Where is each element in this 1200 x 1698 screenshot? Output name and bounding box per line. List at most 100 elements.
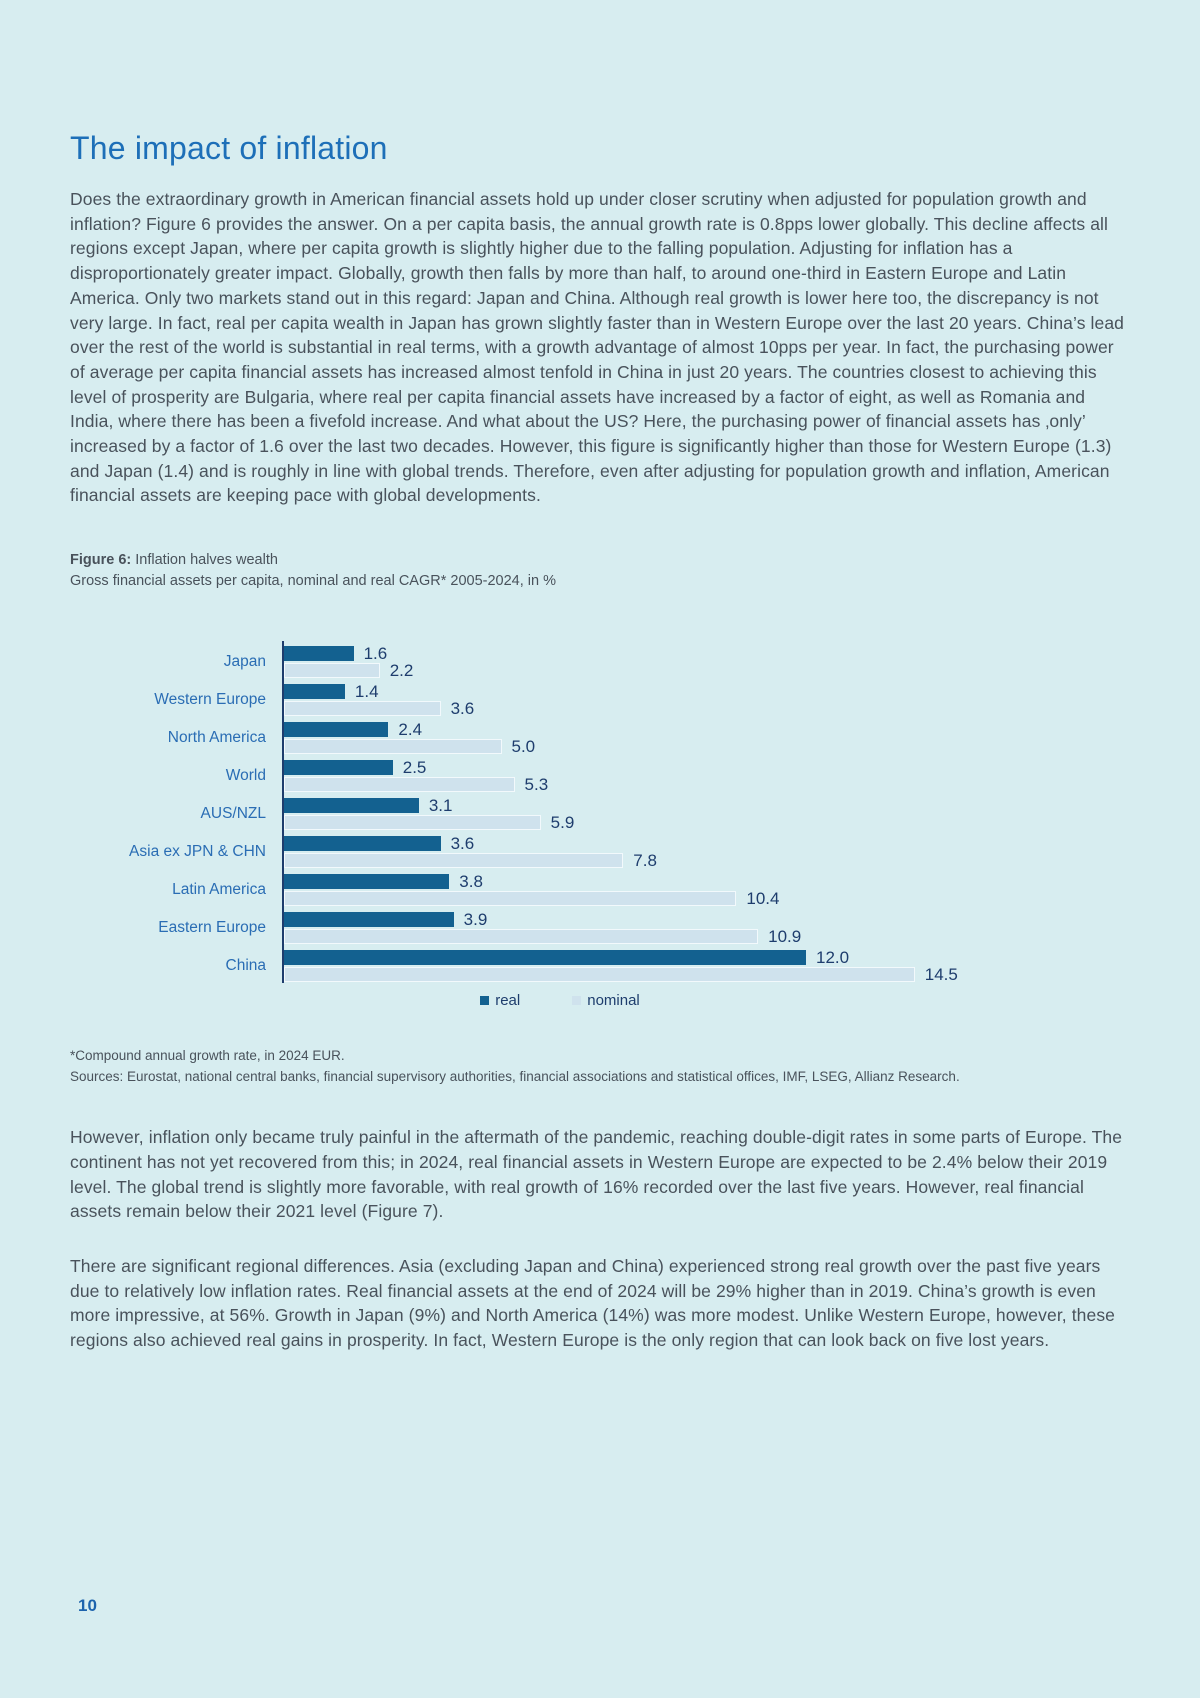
bar-value-label-nominal: 14.5: [924, 964, 958, 984]
page-number: 10: [78, 1596, 97, 1615]
bar-real: [284, 912, 454, 928]
bar-value-label-real: 1.4: [354, 681, 379, 701]
figure-number-label: Figure 6:: [70, 552, 132, 569]
legend-swatch-icon: [572, 996, 582, 1006]
category-bars: 2.5 5.3: [284, 757, 1130, 794]
bar-nominal: [284, 739, 502, 755]
bar-real: [284, 684, 345, 700]
bar-value-label-nominal: 5.0: [511, 736, 536, 756]
bar-line-real: 3.8: [284, 871, 1130, 891]
category-bars: 2.4 5.0: [284, 719, 1130, 756]
bar-line-nominal: 14.5: [284, 964, 1130, 984]
category-label: Western Europe: [154, 691, 266, 709]
chart-row: Asia ex JPN & CHN 3.6 7.8: [70, 833, 1130, 870]
legend-swatch-icon: [480, 996, 490, 1006]
category-bars: 3.6 7.8: [284, 833, 1130, 870]
bar-value-label-nominal: 10.4: [746, 888, 780, 908]
bar-line-nominal: 3.6: [284, 698, 1130, 718]
bar-value-label-real: 2.4: [398, 719, 423, 739]
category-label: World: [225, 767, 266, 785]
category-label: Japan: [223, 653, 266, 671]
bar-line-real: 3.9: [284, 909, 1130, 929]
page-content: The impact of inflation Does the extraor…: [70, 130, 1130, 1351]
bar-real: [284, 722, 389, 738]
bar-line-nominal: 10.9: [284, 926, 1130, 946]
bar-value-label-real: 3.9: [463, 909, 488, 929]
category-bars: 1.6 2.2: [284, 643, 1130, 680]
chart-row: China 12.0 14.5: [70, 947, 1130, 984]
bar-nominal: [284, 777, 515, 793]
category-bars: 3.9 10.9: [284, 909, 1130, 946]
chart-row: Japan 1.6 2.2: [70, 643, 1130, 680]
bar-line-real: 3.1: [284, 795, 1130, 815]
chart-row: Western Europe 1.4 3.6: [70, 681, 1130, 718]
chart-row: World 2.5 5.3: [70, 757, 1130, 794]
legend-item-nominal: nominal: [572, 992, 640, 1009]
page-title: The impact of inflation: [70, 130, 388, 166]
category-label: China: [225, 957, 267, 975]
bar-line-real: 12.0: [284, 947, 1130, 967]
category-bars: 12.0 14.5: [284, 947, 1130, 984]
bar-value-label-real: 3.8: [459, 871, 483, 891]
legend-item-real: real: [480, 992, 520, 1009]
bar-line-nominal: 5.0: [284, 736, 1130, 756]
bar-line-nominal: 7.8: [284, 850, 1130, 870]
paragraph-intro: Does the extraordinary growth in America…: [70, 189, 1124, 506]
bar-value-label-real: 1.6: [363, 643, 388, 663]
chart-row: North America 2.4 5.0: [70, 719, 1130, 756]
category-label: AUS/NZL: [200, 805, 266, 823]
bar-value-label-nominal: 3.6: [450, 698, 475, 718]
bar-line-real: 2.5: [284, 757, 1130, 777]
bar-value-label-nominal: 7.8: [633, 850, 657, 870]
bar-real: [284, 950, 806, 966]
bar-nominal: [284, 967, 915, 983]
bar-line-real: 1.6: [284, 643, 1130, 663]
bar-real: [284, 874, 450, 890]
category-label: North America: [167, 729, 266, 747]
footnote-asterisk: *Compound annual growth rate, in 2024 EU…: [70, 1048, 345, 1064]
category-label: Eastern Europe: [158, 919, 266, 937]
bar-line-nominal: 5.9: [284, 812, 1130, 832]
bar-nominal: [284, 853, 624, 869]
category-bars: 3.1 5.9: [284, 795, 1130, 832]
bar-value-label-real: 12.0: [816, 947, 850, 967]
bar-nominal: [284, 891, 737, 907]
bar-real: [284, 760, 393, 776]
bar-nominal: [284, 663, 380, 679]
category-bars: 3.8 10.4: [284, 871, 1130, 908]
chart-rows: Japan 1.6 2.2 Western Europe 1.4 3.6 North Ame…: [70, 641, 1130, 984]
bar-nominal: [284, 701, 441, 717]
category-bars: 1.4 3.6: [284, 681, 1130, 718]
bar-line-nominal: 2.2: [284, 660, 1130, 680]
footnote-sources: Sources: Eurostat, national central bank…: [70, 1069, 960, 1085]
bar-real: [284, 836, 441, 852]
bar-real: [284, 798, 419, 814]
figure-caption-line-1: Figure 6: Inflation halves wealth: [70, 550, 1130, 571]
figure-footnote: *Compound annual growth rate, in 2024 EU…: [70, 1045, 1130, 1087]
bar-line-real: 3.6: [284, 833, 1130, 853]
legend-label: real: [495, 992, 521, 1010]
chart-row: Eastern Europe 3.9 10.9: [70, 909, 1130, 946]
bar-nominal: [284, 929, 759, 945]
bar-nominal: [284, 815, 541, 831]
chart-row: AUS/NZL 3.1 5.9: [70, 795, 1130, 832]
bar-value-label-nominal: 5.9: [550, 812, 575, 832]
bar-value-label-real: 2.5: [402, 757, 427, 777]
category-label: Asia ex JPN & CHN: [129, 843, 266, 861]
paragraph-pandemic-inflation: However, inflation only became truly pai…: [70, 1127, 1123, 1222]
bar-value-label-real: 3.1: [428, 795, 453, 815]
category-label: Latin America: [172, 881, 266, 899]
bar-line-nominal: 5.3: [284, 774, 1130, 794]
bar-line-nominal: 10.4: [284, 888, 1130, 908]
chart-legend: real nominal: [70, 992, 1050, 1009]
bar-value-label-real: 3.6: [450, 833, 475, 853]
chart-row: Latin America 3.8 10.4: [70, 871, 1130, 908]
bar-value-label-nominal: 2.2: [389, 660, 414, 680]
bar-value-label-nominal: 10.9: [768, 926, 802, 946]
legend-label: nominal: [587, 992, 640, 1010]
bar-value-label-nominal: 5.3: [524, 774, 549, 794]
bar-line-real: 2.4: [284, 719, 1130, 739]
figure-subtitle: Gross financial assets per capita, nomin…: [70, 573, 557, 590]
paragraph-regional-differences: There are significant regional differenc…: [70, 1255, 1116, 1351]
